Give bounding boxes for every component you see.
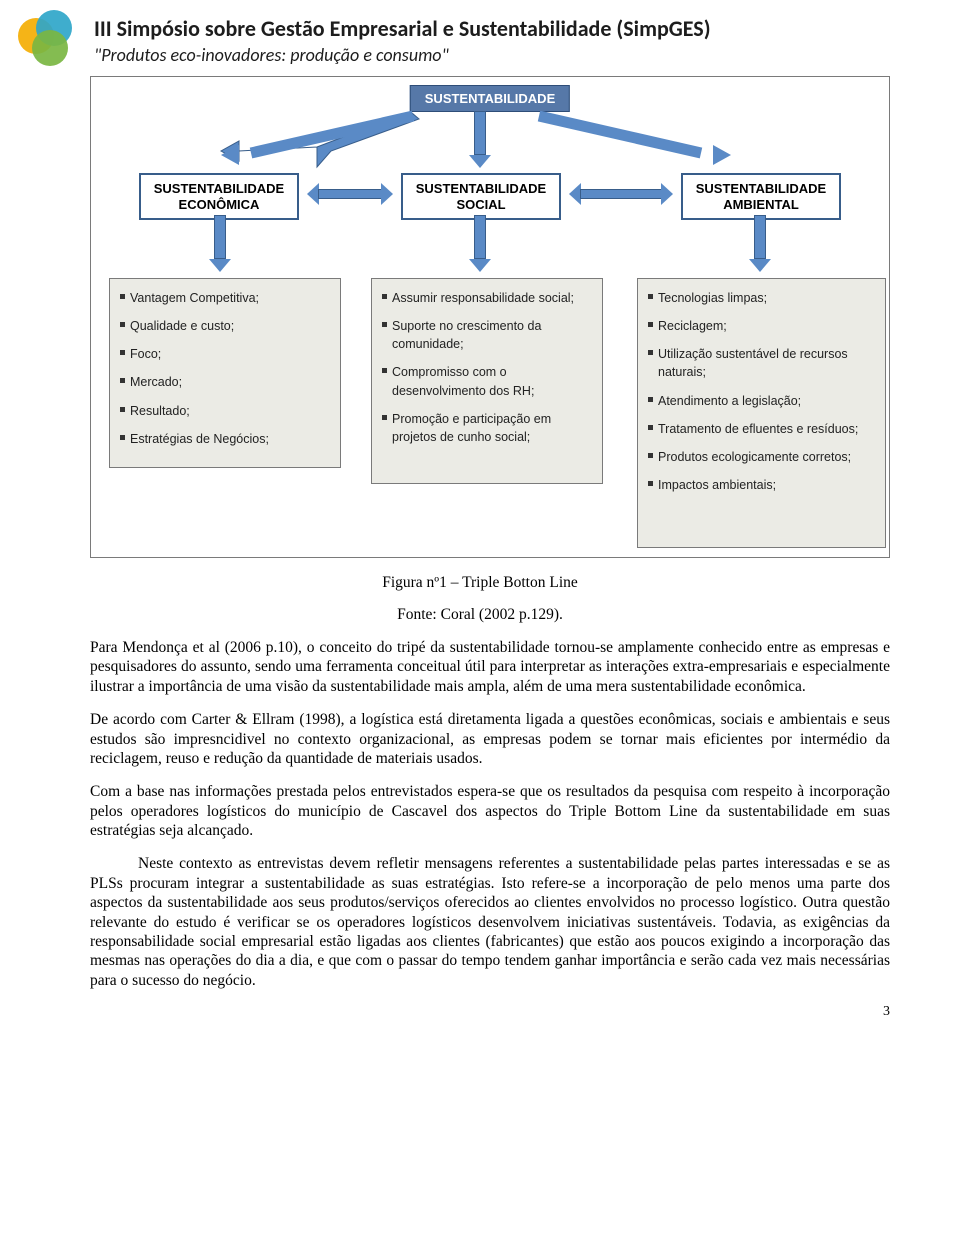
detail-economic: Vantagem Competitiva; Qualidade e custo;… — [109, 278, 341, 468]
arrow-pillar1-down — [209, 215, 231, 272]
figure-source: Fonte: Coral (2002 p.129). — [0, 606, 960, 624]
pillar-economic: SUSTENTABILIDADE ECONÔMICA — [139, 173, 299, 220]
simpges-logo — [10, 6, 90, 72]
list-item: Qualidade e custo; — [120, 317, 330, 335]
pillar-environmental: SUSTENTABILIDADE AMBIENTAL — [681, 173, 841, 220]
arrow-top-to-right — [531, 111, 761, 169]
page-number: 3 — [0, 1004, 890, 1020]
detail-environmental: Tecnologias limpas; Reciclagem; Utilizaç… — [637, 278, 886, 548]
list-item: Estratégias de Negócios; — [120, 430, 330, 448]
arrow-top-to-left — [191, 111, 421, 169]
arrow-top-to-center — [469, 111, 491, 168]
detail-social: Assumir responsabilidade social; Suporte… — [371, 278, 603, 484]
body-text: Para Mendonça et al (2006 p.10), o conce… — [90, 638, 890, 990]
paragraph: De acordo com Carter & Ellram (1998), a … — [90, 710, 890, 768]
list-item: Tecnologias limpas; — [648, 289, 875, 307]
paragraph: Para Mendonça et al (2006 p.10), o conce… — [90, 638, 890, 696]
list-item: Foco; — [120, 345, 330, 363]
arrow-pillar2-down — [469, 215, 491, 272]
list-item: Utilização sustentável de recursos natur… — [648, 345, 875, 381]
list-item: Tratamento de efluentes e resíduos; — [648, 420, 875, 438]
list-item: Suporte no crescimento da comunidade; — [382, 317, 592, 353]
arrow-bi-left — [307, 183, 393, 205]
paragraph: Com a base nas informações prestada pelo… — [90, 782, 890, 840]
list-item: Resultado; — [120, 402, 330, 420]
list-item: Assumir responsabilidade social; — [382, 289, 592, 307]
triple-bottom-line-diagram: SUSTENTABILIDADE SUSTENTABILIDADE ECONÔM… — [90, 76, 890, 558]
page-header: III Simpósio sobre Gestão Empresarial e … — [0, 0, 960, 76]
pillar-social: SUSTENTABILIDADE SOCIAL — [401, 173, 561, 220]
diagram-top-node: SUSTENTABILIDADE — [410, 85, 570, 112]
list-item: Impactos ambientais; — [648, 476, 875, 494]
list-item: Reciclagem; — [648, 317, 875, 335]
list-item: Produtos ecologicamente corretos; — [648, 448, 875, 466]
list-item: Vantagem Competitiva; — [120, 289, 330, 307]
figure-caption: Figura nº1 – Triple Botton Line — [0, 574, 960, 592]
list-item: Compromisso com o desenvolvimento dos RH… — [382, 363, 592, 399]
arrow-bi-right — [569, 183, 673, 205]
paragraph: Neste contexto as entrevistas devem refl… — [90, 854, 890, 990]
list-item: Mercado; — [120, 373, 330, 391]
arrow-pillar3-down — [749, 215, 771, 272]
list-item: Atendimento a legislação; — [648, 392, 875, 410]
list-item: Promoção e participação em projetos de c… — [382, 410, 592, 446]
header-subtitle: "Produtos eco-inovadores: produção e con… — [94, 44, 711, 66]
header-title: III Simpósio sobre Gestão Empresarial e … — [94, 15, 711, 42]
